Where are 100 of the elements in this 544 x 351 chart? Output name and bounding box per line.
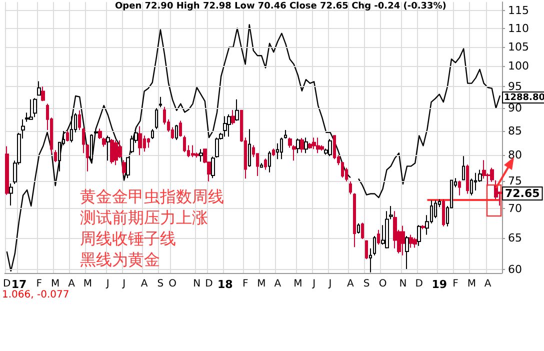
- candlestick: [401, 225, 405, 256]
- candlestick: [94, 130, 98, 134]
- x-tick-label: A: [347, 278, 354, 290]
- candlestick: [110, 138, 114, 164]
- x-tick-label: F: [452, 278, 459, 290]
- x-tick-label: S: [157, 278, 164, 290]
- candlestick: [296, 138, 300, 154]
- candlestick: [191, 144, 195, 158]
- x-tick-label: J: [122, 278, 126, 290]
- candlestick: [9, 182, 13, 206]
- annotation: 测试前期压力上涨: [80, 208, 208, 227]
- x-tick-label: N: [399, 278, 407, 290]
- candlestick: [417, 224, 421, 246]
- x-tick-label: N: [193, 278, 201, 290]
- candlestick: [328, 138, 332, 157]
- candlestick: [421, 224, 425, 230]
- x-tick-label: M: [294, 278, 302, 290]
- candlestick: [86, 144, 89, 172]
- candlestick: [78, 110, 81, 131]
- candlestick: [70, 116, 73, 143]
- candlestick: [41, 86, 45, 102]
- x-tick-label: J: [312, 278, 316, 290]
- candlestick: [458, 180, 461, 196]
- candlestick: [227, 114, 231, 138]
- y-tick-label: 115: [508, 4, 529, 18]
- candlestick: [29, 98, 33, 120]
- x-tick-label: A: [68, 278, 76, 290]
- x-tick-label: 17: [11, 278, 27, 291]
- x-tick-label: A: [484, 278, 492, 290]
- x-tick-label: O: [378, 278, 387, 290]
- chart-subtitle: Open 72.90 High 72.98 Low 70.46 Close 72.65 Chg -0.24 (-0.33%): [115, 2, 446, 12]
- x-tick-label: S: [363, 278, 370, 290]
- candlestick: [462, 156, 465, 181]
- y-tick-label: 65: [508, 231, 522, 244]
- candlestick: [223, 116, 227, 138]
- candlestick: [114, 140, 118, 166]
- y-tick-label: 80: [508, 148, 522, 162]
- candlestick: [155, 108, 158, 130]
- candlestick: [357, 222, 360, 234]
- candlestick: [373, 235, 376, 256]
- y-tick-label: 105: [508, 40, 529, 54]
- candlestick: [349, 180, 352, 195]
- candlestick: [151, 128, 154, 140]
- candlestick: [106, 135, 110, 162]
- y-tick-label: 100: [508, 60, 529, 73]
- y-tick-label: 110: [508, 22, 529, 35]
- x-tick-label: J: [105, 278, 110, 290]
- candlestick: [413, 237, 417, 248]
- candlestick: [466, 164, 469, 194]
- candlestick: [211, 156, 215, 179]
- x-tick-label: A: [274, 278, 282, 290]
- candlestick: [122, 160, 126, 176]
- candlestick: [215, 137, 219, 158]
- candlestick: [272, 148, 275, 157]
- candlestick: [147, 138, 150, 148]
- x-tick-label: M: [83, 278, 92, 290]
- candlestick: [284, 130, 287, 140]
- candlestick: [54, 150, 57, 163]
- candlestick: [377, 229, 380, 246]
- x-tick-label: M: [51, 278, 60, 290]
- candlestick: [369, 248, 372, 273]
- candlestick: [231, 109, 235, 125]
- y-tick-label: 70: [508, 202, 522, 215]
- y-tick-label: 75: [508, 174, 522, 188]
- candlestick: [66, 130, 69, 142]
- annotation: 72.65: [505, 186, 540, 200]
- candlestick: [442, 198, 445, 227]
- candlestick: [183, 135, 186, 153]
- candlestick: [361, 222, 364, 240]
- x-tick-label: M: [257, 278, 266, 290]
- x-tick-label: M: [467, 278, 476, 290]
- candlestick: [490, 167, 494, 182]
- candlestick: [159, 96, 162, 108]
- annotation: 周线收锤子线: [80, 229, 176, 248]
- x-tick-label: J: [328, 278, 332, 290]
- candlestick: [82, 128, 85, 154]
- annotation: 黑线为黄金: [80, 250, 160, 269]
- candlestick: [264, 158, 267, 170]
- candlestick: [312, 137, 316, 150]
- candlestick: [353, 192, 356, 248]
- candlestick: [405, 235, 409, 270]
- x-tick-label: D: [205, 278, 214, 290]
- x-tick-label: D: [415, 278, 424, 290]
- candlestick: [90, 134, 93, 162]
- x-tick-label: F: [36, 278, 42, 290]
- candlestick: [248, 128, 251, 168]
- candlestick: [5, 146, 9, 196]
- annotation: 黄金金甲虫指数周线: [80, 187, 224, 206]
- candlestick: [280, 137, 283, 160]
- candlestick: [365, 240, 368, 260]
- text: 1.066, -0.077: [2, 290, 70, 300]
- y-tick-label: 60: [508, 263, 522, 276]
- candlestick: [138, 126, 142, 156]
- x-tick-label: F: [242, 278, 248, 290]
- candlestick: [179, 120, 182, 138]
- candlestick: [199, 148, 203, 162]
- candlestick: [33, 98, 37, 118]
- y-tick-label: 90: [508, 102, 522, 115]
- candlestick: [260, 162, 263, 168]
- x-tick-label: O: [168, 278, 177, 290]
